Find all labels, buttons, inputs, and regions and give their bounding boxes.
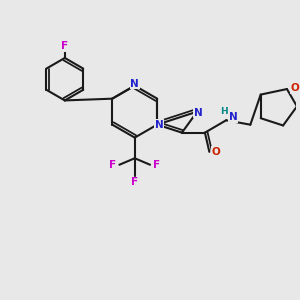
Text: O: O <box>290 83 299 93</box>
Text: F: F <box>153 160 160 170</box>
Text: H: H <box>220 107 228 116</box>
Text: N: N <box>130 79 139 89</box>
Text: F: F <box>61 41 68 51</box>
Text: F: F <box>131 178 138 188</box>
Text: N: N <box>229 112 238 122</box>
Text: N: N <box>154 120 164 130</box>
Text: N: N <box>194 108 203 118</box>
Text: F: F <box>109 160 116 170</box>
Text: O: O <box>212 147 220 157</box>
